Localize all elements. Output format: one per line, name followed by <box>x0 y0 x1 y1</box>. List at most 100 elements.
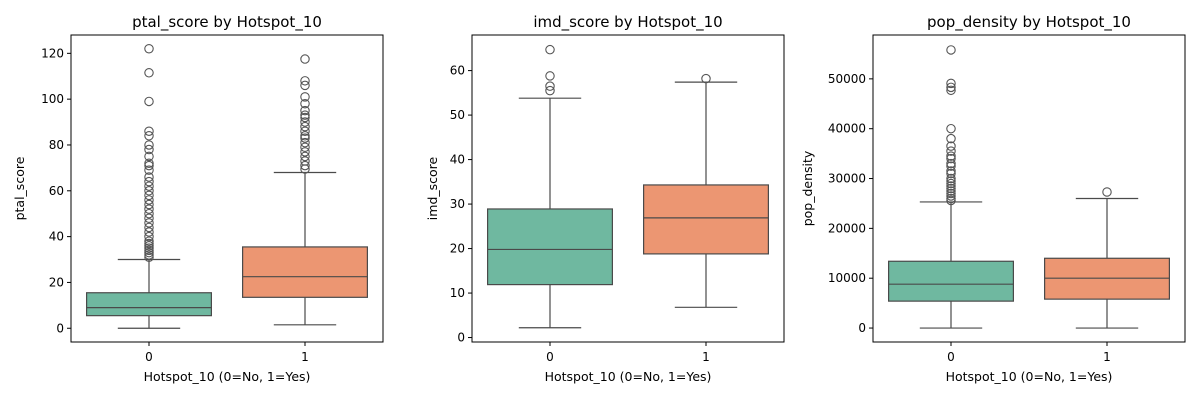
iqr-box <box>643 184 770 255</box>
box-group-0 <box>887 45 1015 329</box>
outlier-point <box>144 199 154 210</box>
outlier-point <box>300 76 310 86</box>
outlier-point <box>144 126 154 136</box>
outlier-point <box>144 140 154 150</box>
y-tick-label: 120 <box>41 46 64 60</box>
y-tick-label: 20000 <box>828 221 866 235</box>
outlier-point <box>144 250 154 260</box>
x-tick-label: 1 <box>702 350 710 364</box>
plot-frame <box>70 34 384 343</box>
outlier-point <box>946 188 956 199</box>
outlier-point <box>144 252 154 262</box>
outlier-point <box>144 190 154 201</box>
chart-title: ptal_score by Hotspot_10 <box>132 13 322 32</box>
box-group-1 <box>643 73 770 308</box>
outlier-point <box>946 151 956 161</box>
y-tick-label: 30 <box>450 197 465 211</box>
y-tick-label: 0 <box>858 321 866 335</box>
outlier-point <box>946 153 956 164</box>
y-axis-label: ptal_score <box>12 156 27 220</box>
outlier-point <box>300 151 310 162</box>
outlier-point <box>144 245 154 256</box>
outlier-point <box>946 78 956 89</box>
outlier-point <box>946 133 956 144</box>
y-tick-label: 40 <box>450 153 465 167</box>
outlier-point <box>300 142 310 153</box>
y-axis-label: pop_density <box>800 150 815 226</box>
iqr-box <box>887 260 1015 302</box>
outlier-point <box>701 73 711 84</box>
outlier-point <box>144 96 154 107</box>
outlier-point <box>545 85 555 96</box>
outlier-point <box>144 241 154 251</box>
panel-imd-score: imd_score by Hotspot_10 Hotspot_10 (0=No… <box>425 13 785 384</box>
iqr-box <box>242 246 369 298</box>
plot-frame <box>471 34 785 343</box>
panel-pop-density: pop_density by Hotspot_10 Hotspot_10 (0=… <box>800 13 1186 384</box>
chart-title: imd_score by Hotspot_10 <box>533 13 722 32</box>
x-tick-label: 1 <box>1103 350 1111 364</box>
outlier-point <box>144 160 154 171</box>
outlier-point <box>545 44 555 55</box>
outlier-point <box>300 80 310 91</box>
outlier-point <box>300 131 310 141</box>
y-axis-label: imd_score <box>425 156 440 220</box>
outlier-point <box>144 181 154 191</box>
iqr-box <box>486 208 614 286</box>
outlier-point <box>144 195 154 205</box>
outlier-point <box>144 247 154 258</box>
outlier-point <box>946 166 956 176</box>
box-group-1 <box>1044 187 1171 329</box>
y-tick-label: 10 <box>450 286 465 300</box>
iqr-box <box>85 292 213 317</box>
outlier-point <box>144 186 154 196</box>
y-tick-label: 40 <box>49 230 64 244</box>
box-group-1 <box>242 54 369 326</box>
outlier-point <box>946 191 956 201</box>
outlier-point <box>300 98 310 109</box>
outlier-point <box>946 158 956 169</box>
outlier-point <box>144 227 154 237</box>
outlier-point <box>946 141 956 151</box>
outlier-point <box>144 222 154 233</box>
outlier-point <box>144 231 154 242</box>
outlier-point <box>300 147 310 157</box>
outlier-point <box>300 117 310 127</box>
outlier-point <box>300 160 310 171</box>
x-axis-label: Hotspot_10 (0=No, 1=Yes) <box>144 369 311 384</box>
outlier-point <box>545 81 555 91</box>
y-tick-label: 100 <box>41 92 64 106</box>
outlier-point <box>300 112 310 123</box>
y-tick-label: 20 <box>49 275 64 289</box>
outlier-point <box>144 243 154 253</box>
outlier-point <box>946 186 956 196</box>
x-tick-label: 1 <box>301 350 309 364</box>
outlier-point <box>1102 187 1112 197</box>
y-tick-label: 0 <box>457 331 465 345</box>
y-tick-label: 40000 <box>828 122 866 136</box>
outlier-point <box>300 110 310 120</box>
y-tick-label: 60 <box>49 184 64 198</box>
outlier-point <box>144 236 154 246</box>
plot-frame <box>872 34 1186 343</box>
outlier-point <box>300 105 310 116</box>
outlier-point <box>946 178 956 189</box>
x-tick-label: 0 <box>145 350 153 364</box>
y-tick-label: 10000 <box>828 271 866 285</box>
y-tick-label: 20 <box>450 242 465 256</box>
x-axis-label: Hotspot_10 (0=No, 1=Yes) <box>545 369 712 384</box>
outlier-point <box>946 45 956 55</box>
outlier-point <box>946 82 956 93</box>
outlier-point <box>946 168 956 179</box>
outlier-point <box>144 158 154 169</box>
outlier-point <box>144 172 154 182</box>
x-axis-label: Hotspot_10 (0=No, 1=Yes) <box>946 369 1113 384</box>
outlier-point <box>946 85 956 96</box>
outlier-point <box>300 133 310 143</box>
chart-title: pop_density by Hotspot_10 <box>927 13 1131 32</box>
outlier-point <box>144 238 154 249</box>
outlier-point <box>144 131 154 141</box>
y-tick-label: 50000 <box>828 72 866 86</box>
box-group-0 <box>486 44 614 329</box>
